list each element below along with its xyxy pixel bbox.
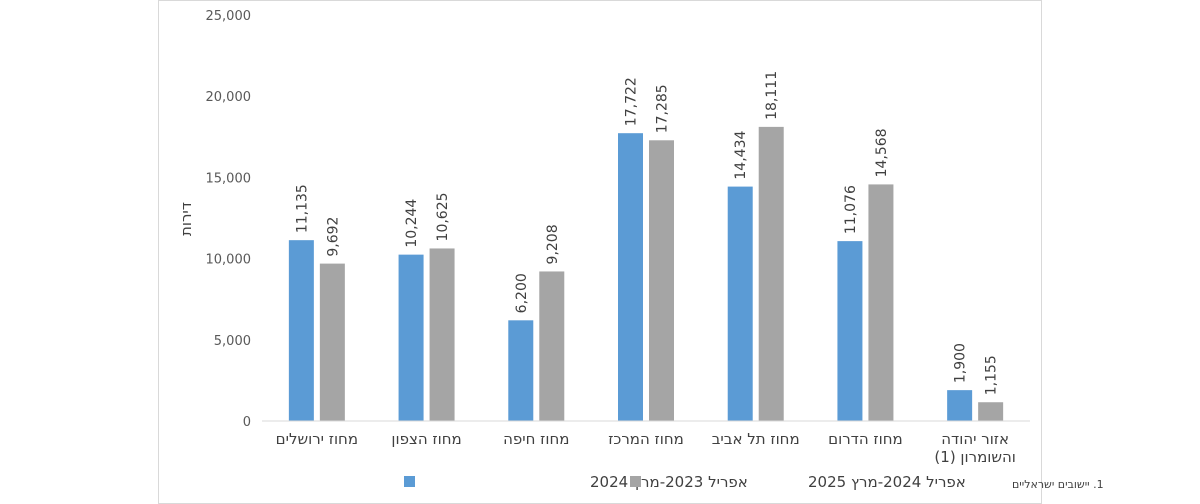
footnote: 1. יישובים ישראליים [1012,478,1104,491]
y-tick-label: 15,000 [206,171,252,186]
bar-series-2 [319,263,345,421]
data-label: 6,200 [514,273,530,313]
bar-series-2 [429,248,455,421]
data-label: 9,208 [545,224,561,264]
legend-swatch [404,476,415,487]
data-label: 17,722 [624,77,640,126]
bar-series-1 [947,390,973,421]
y-tick-label: 20,000 [206,90,252,105]
category-label: מחוז תל אביב [712,430,800,448]
bar-series-1 [288,240,314,421]
y-axis-ticks: 0 5,000 10,000 15,000 20,000 25,000 [206,9,252,430]
category-label: מחוז המרכז [608,430,684,448]
data-label: 9,692 [325,217,341,257]
legend-label: אפריל 2024-מרץ 2025 [808,473,966,491]
bar-series-1 [398,254,424,421]
y-tick-label: 25,000 [206,9,252,24]
bar-series-1 [837,241,863,421]
data-label: 1,155 [984,355,1000,395]
y-tick-label: 0 [243,415,251,430]
category-label: מחוז הדרום [828,430,903,448]
bar-series-1 [727,186,753,421]
category-label: אזור יהודה [941,430,1009,448]
data-label: 10,244 [404,199,420,248]
data-label: 11,135 [294,184,310,233]
bar-series-2 [649,140,674,421]
data-labels: 11,135 9,692 10,244 10,625 6,200 9,208 17,722 1… [294,71,999,395]
data-label: 14,434 [733,131,749,180]
category-label: מחוז ירושלים [276,430,358,448]
data-label: 11,076 [843,185,859,234]
data-label: 17,285 [655,84,671,133]
y-tick-label: 10,000 [206,253,252,268]
category-label: מחוז הצפון [391,430,461,448]
legend: אפריל 2023-מרץ 2024 אפריל 2024-מרץ 2025 [404,473,966,491]
bars [288,126,1004,422]
data-label: 1,900 [953,343,969,383]
bar-series-2 [978,402,1004,421]
bar-series-2 [758,126,784,422]
y-axis-label: דירות [177,202,195,236]
bar-series-1 [508,320,534,421]
bar-series-2 [539,271,565,421]
legend-label: אפריל 2023-מרץ 2024 [590,473,748,491]
category-label: והשומרון (1) [934,448,1015,466]
y-tick-label: 5,000 [214,334,251,349]
legend-swatch [630,476,641,487]
bar-series-2 [868,184,894,421]
category-labels: מחוז ירושלים מחוז הצפון מחוז חיפה מחוז המרכ… [276,430,1016,466]
data-label: 10,625 [435,192,451,241]
data-label: 14,568 [874,128,890,177]
data-label: 18,111 [764,71,780,120]
bar-series-1 [618,133,643,422]
category-label: מחוז חיפה [503,430,569,448]
